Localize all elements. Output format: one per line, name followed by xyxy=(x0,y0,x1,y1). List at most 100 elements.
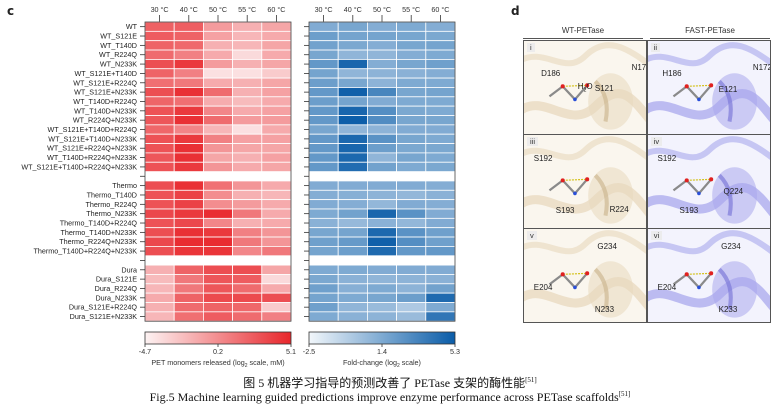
residue-label: E121 xyxy=(718,85,738,95)
heatmap-cell xyxy=(202,236,233,247)
heatmap-cell xyxy=(425,133,456,144)
row-label: Thermo_T140D+R224Q+N233K xyxy=(34,247,138,256)
heatmap-cell xyxy=(366,115,397,126)
heatmap-cell xyxy=(308,152,339,163)
heatmap-cell xyxy=(425,283,456,294)
heatmap-cell xyxy=(396,245,427,257)
row-label: Thermo_N233K xyxy=(86,209,137,218)
heatmap-cell xyxy=(261,302,292,313)
heatmap-cell xyxy=(144,49,175,60)
row-label: Dura_R224Q xyxy=(95,284,138,293)
colorbar-tick-label: 1.4 xyxy=(377,347,387,356)
heatmap-cell xyxy=(144,96,175,107)
heatmap-cell xyxy=(173,40,204,51)
row-label: Dura_S121E xyxy=(96,275,137,284)
heatmap-cell xyxy=(425,21,456,32)
row-label: WT_R224Q xyxy=(99,50,137,59)
heatmap-cell xyxy=(308,180,339,191)
heatmap-cell xyxy=(425,143,456,154)
row-label: WT_T140D xyxy=(100,41,137,50)
heatmap-cell xyxy=(366,68,397,79)
heatmap-cell xyxy=(396,180,427,191)
heatmap-cell xyxy=(144,217,175,229)
row-label: WT_S121E+T140D+R224Q+N233K xyxy=(21,162,137,171)
heatmap-cell xyxy=(202,208,233,219)
row-label: Thermo_T140D+R224Q xyxy=(60,219,138,228)
heatmap-cell xyxy=(308,115,339,126)
residue-label: G234 xyxy=(721,242,741,252)
heatmap-cell xyxy=(366,143,397,154)
heatmap-cell xyxy=(261,133,292,144)
heatmap-cell xyxy=(396,40,427,51)
heatmap-cell xyxy=(144,189,175,201)
panel-d-letter: d xyxy=(511,4,520,18)
column-label: 40 °C xyxy=(344,5,362,14)
heatmap-cell xyxy=(261,96,292,107)
row-label: WT_T140D+R224Q+N233K xyxy=(47,153,137,162)
heatmap-cell xyxy=(173,152,204,163)
heatmap-cell xyxy=(232,40,263,51)
panel-c-letter: c xyxy=(7,4,15,18)
heatmap-cell xyxy=(396,227,427,238)
heatmap-cell xyxy=(337,236,368,247)
residue-label: N233 xyxy=(594,305,615,315)
heatmap-cell xyxy=(261,245,292,257)
heatmap-cell xyxy=(202,161,233,173)
structure-iv: iv S192 S193 Q224 xyxy=(647,135,770,228)
heatmap-cell xyxy=(308,40,339,51)
heatmap-cell xyxy=(396,59,427,70)
heatmap-cell xyxy=(232,77,263,88)
heatmap-cell xyxy=(261,143,292,154)
heatmap-cell xyxy=(308,245,339,257)
heatmap-cell xyxy=(232,208,263,219)
heatmap-cell xyxy=(173,21,204,32)
heatmap-cell xyxy=(337,77,368,88)
heatmap-cell xyxy=(366,124,397,135)
heatmap-cell xyxy=(144,274,175,285)
heatmap-cell xyxy=(173,87,204,98)
heatmap-cell xyxy=(261,30,292,42)
heatmap-cell xyxy=(308,264,339,275)
heatmap-cell xyxy=(337,245,368,257)
heatmap-cell xyxy=(396,21,427,32)
heatmap-cell xyxy=(261,264,292,275)
heatmap-cell xyxy=(261,59,292,70)
heatmap-cell xyxy=(144,133,175,144)
heatmap-cell xyxy=(425,245,456,257)
heatmap-cell xyxy=(308,49,339,60)
heatmap-cell xyxy=(366,59,397,70)
residue-label: R224 xyxy=(609,204,629,214)
row-label: Thermo xyxy=(112,181,137,190)
heatmap-cell xyxy=(337,208,368,219)
heatmap-cell xyxy=(425,115,456,126)
structure-iii: iii S192 S193 R224 xyxy=(524,135,647,228)
heatmap-cell xyxy=(425,217,456,229)
heatmap-cell xyxy=(425,124,456,135)
heatmap-cell xyxy=(366,96,397,107)
residue-label: S193 xyxy=(555,205,575,215)
heatmap-cell xyxy=(173,68,204,79)
heatmap-cell xyxy=(337,143,368,154)
heatmap-cell xyxy=(396,217,427,229)
heatmap-cell xyxy=(308,133,339,144)
heatmap-cell xyxy=(261,77,292,88)
heatmap-cell xyxy=(232,68,263,79)
heatmap-cell xyxy=(144,208,175,219)
column-header-wt: WT-PETase xyxy=(523,26,643,39)
heatmap-cell xyxy=(308,292,339,303)
heatmap-cell xyxy=(425,30,456,42)
heatmap-cell xyxy=(308,236,339,247)
heatmap-cell xyxy=(425,236,456,247)
heatmap-cell xyxy=(232,283,263,294)
heatmap-cell xyxy=(261,227,292,238)
heatmap-cell xyxy=(425,189,456,201)
heatmap-cell xyxy=(232,87,263,98)
heatmap-cell xyxy=(366,245,397,257)
heatmap-cell xyxy=(232,143,263,154)
heatmap-cell xyxy=(232,30,263,42)
heatmap-cell xyxy=(144,245,175,257)
heatmap-cell xyxy=(366,274,397,285)
heatmap-cell xyxy=(173,227,204,238)
heatmap-cell xyxy=(232,96,263,107)
